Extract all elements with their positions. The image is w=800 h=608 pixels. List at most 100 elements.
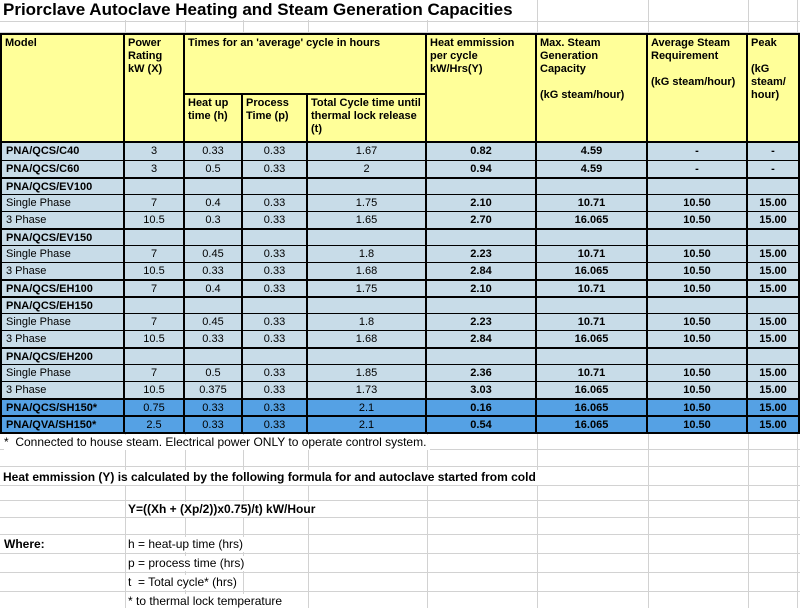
cell-value [427, 230, 537, 245]
cell-model: PNA/QCS/EV100 [2, 179, 125, 194]
cell-value: 0.45 [185, 246, 243, 262]
cell-value [125, 298, 185, 313]
table-row: Single Phase 7 0.45 0.33 1.8 2.23 10.71 10.50 15… [2, 245, 798, 262]
header-max-steam-unit: (kG steam/hour) [540, 89, 625, 101]
table-row: PNA/QCS/EH100 7 0.4 0.33 1.75 2.10 10.71 10.50 1… [2, 279, 798, 296]
cell-value [185, 298, 243, 313]
cell-value [748, 230, 798, 245]
cell-model: PNA/QVA/SH150* [2, 417, 125, 432]
header-avg-steam-unit: (kG steam/hour) [651, 76, 736, 88]
spacer-row [0, 22, 800, 33]
cell-value: 1.65 [308, 212, 427, 228]
steam-note-text: * Connected to house steam. Electrical p… [4, 435, 431, 450]
cell-value: 0.33 [243, 314, 308, 330]
cell-value [308, 230, 427, 245]
table-row: Single Phase 7 0.5 0.33 1.85 2.36 10.71 10.50 15… [2, 364, 798, 381]
table-row: Single Phase 7 0.4 0.33 1.75 2.10 10.71 10.50 15… [2, 194, 798, 211]
note-row-steam: * Connected to house steam. Electrical p… [0, 434, 800, 450]
cell-value: 0.45 [185, 314, 243, 330]
cell-value: 0.33 [243, 400, 308, 415]
cell-model: PNA/QCS/EV150 [2, 230, 125, 245]
cell-value: 1.73 [308, 382, 427, 398]
header-process-time: Process Time (p) [243, 95, 308, 141]
cell-value: 2.5 [125, 417, 185, 432]
note-row-blank-2 [0, 486, 800, 501]
cell-value: 10.5 [125, 382, 185, 398]
cell-value [648, 298, 748, 313]
table-row: PNA/QCS/SH150* 0.75 0.33 0.33 2.1 0.16 16.065 1… [2, 398, 798, 415]
header-avg-steam-label: Average Steam Requirement [651, 37, 731, 62]
cell-value: 10.71 [537, 281, 648, 296]
cell-value: 0.33 [185, 400, 243, 415]
cell-value: 3 [125, 143, 185, 160]
cell-model: 3 Phase [2, 263, 125, 279]
cell-value: 7 [125, 246, 185, 262]
cell-value: 2.84 [427, 263, 537, 279]
definition-p: p = process time (hrs) [128, 556, 249, 571]
table-row: PNA/QCS/EV100 [2, 177, 798, 194]
note-row-where: Where: h = heat-up time (hrs) [0, 535, 800, 554]
cell-value: 0.75 [125, 400, 185, 415]
cell-value [427, 179, 537, 194]
table-header: Model Power Rating kW (X) Times for an '… [2, 35, 798, 143]
header-times-group: Times for an 'average' cycle in hours [185, 35, 427, 95]
cell-value [427, 298, 537, 313]
cell-value: 15.00 [759, 316, 787, 328]
cell-value [125, 349, 185, 364]
cell-value: 15.00 [759, 214, 787, 226]
cell-value: 1.67 [308, 143, 427, 160]
cell-value [537, 298, 648, 313]
cell-value: 1.75 [308, 281, 427, 296]
cell-value: 1.8 [308, 246, 427, 262]
table-row: PNA/QCS/C40 3 0.33 0.33 1.67 0.82 4.59- - [2, 143, 798, 160]
cell-value: 2.1 [308, 400, 427, 415]
cell-value: 16.065 [537, 400, 648, 415]
cell-value: 16.065 [537, 212, 648, 228]
cell-model: Single Phase [2, 246, 125, 262]
cell-value [748, 349, 798, 364]
header-max-steam-label: Max. Steam Generation Capacity [540, 37, 601, 75]
cell-value [427, 349, 537, 364]
cell-value [185, 230, 243, 245]
cell-value: 15.00 [759, 384, 787, 396]
header-peak-label: Peak [751, 37, 777, 49]
cell-model: Single Phase [2, 365, 125, 381]
header-avg-steam: Average Steam Requirement (kG steam/hour… [648, 35, 748, 141]
capacity-table: Model Power Rating kW (X) Times for an '… [0, 33, 800, 434]
definition-thermal-lock: * to thermal lock temperature [128, 594, 287, 608]
cell-value [537, 179, 648, 194]
cell-value: 10.50 [648, 281, 748, 296]
cell-value: 2.10 [427, 195, 537, 211]
definition-t: t = Total cycle* (hrs) [128, 575, 241, 590]
cell-value: 0.33 [243, 246, 308, 262]
cell-value: 10.5 [125, 212, 185, 228]
page-title: Priorclave Autoclave Heating and Steam G… [3, 0, 517, 20]
cell-value [243, 179, 308, 194]
cell-value [308, 349, 427, 364]
note-row-formula-intro: Heat emmission (Y) is calculated by the … [0, 467, 800, 486]
cell-value: 10.71 [537, 246, 648, 262]
table-row: PNA/QCS/EH200 [2, 347, 798, 364]
cell-value: 15.00 [759, 333, 787, 345]
cell-value: 10.71 [537, 365, 648, 381]
cell-value: 10.71 [537, 314, 648, 330]
cell-value: 1.8 [308, 314, 427, 330]
cell-value: 10.5 [125, 331, 185, 347]
note-row-blank-3 [0, 518, 800, 535]
header-heat-up-time: Heat up time (h) [185, 95, 243, 141]
cell-value: 16.065 [537, 417, 648, 432]
cell-model: PNA/QCS/C40 [2, 143, 125, 160]
table-row: 3 Phase 10.5 0.375 0.33 1.73 3.03 16.065 10.50 1… [2, 381, 798, 398]
cell-value [185, 179, 243, 194]
cell-model: Single Phase [2, 314, 125, 330]
cell-value: 1.85 [308, 365, 427, 381]
cell-value: 0.3 [185, 212, 243, 228]
cell-value: 10.50 [648, 263, 748, 279]
cell-value: 0.33 [243, 365, 308, 381]
table-row: PNA/QCS/EV150 [2, 228, 798, 245]
cell-value [648, 179, 748, 194]
cell-value: 0.375 [185, 382, 243, 398]
definition-h: h = heat-up time (hrs) [128, 537, 248, 552]
cell-value [308, 298, 427, 313]
